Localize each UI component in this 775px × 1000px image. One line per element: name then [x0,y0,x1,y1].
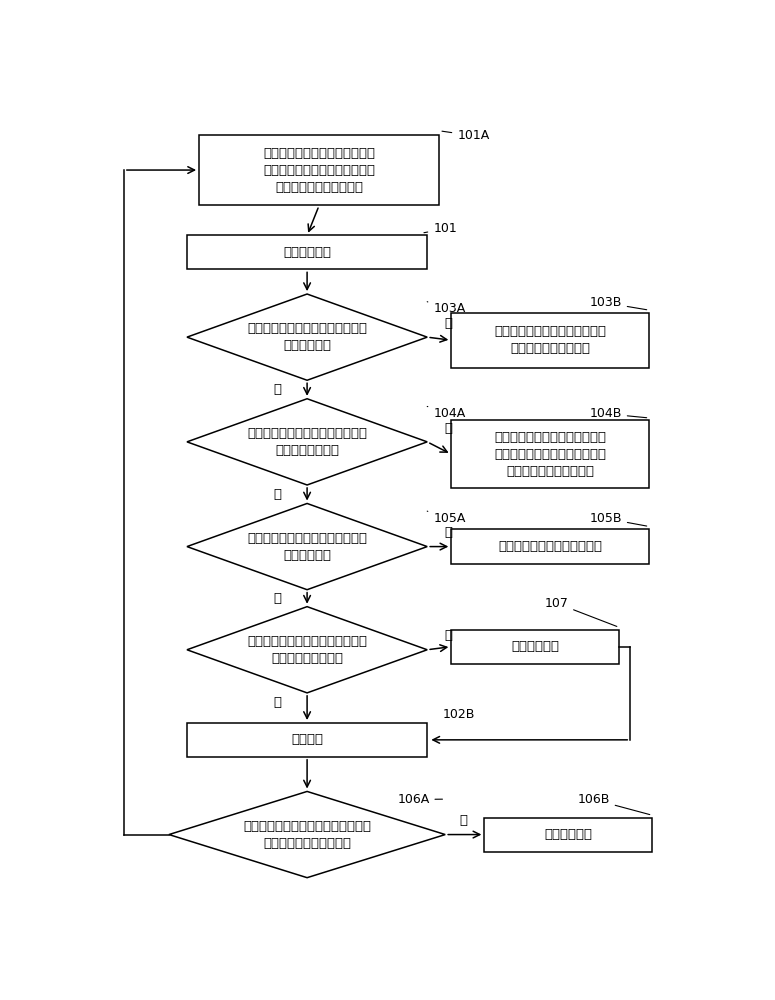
Text: 否: 否 [460,814,467,827]
Polygon shape [187,399,427,485]
Text: 是: 是 [273,696,281,709]
Text: 否: 否 [273,488,281,501]
Text: 101A: 101A [442,129,490,142]
Text: 104A: 104A [427,406,466,420]
Text: 控制用户终端不发射信号，仅进
行短信接收的单向通信: 控制用户终端不发射信号，仅进 行短信接收的单向通信 [494,325,606,355]
Text: 否: 否 [273,383,281,396]
Text: 103B: 103B [590,296,646,310]
Text: 否: 否 [444,629,453,642]
Text: 判断是否根据核电厂专网的基站信号
类型执行对应的通信业务: 判断是否根据核电厂专网的基站信号 类型执行对应的通信业务 [243,820,371,850]
Text: 关闭发射功能: 关闭发射功能 [512,640,560,653]
Text: 发出报警信号: 发出报警信号 [544,828,592,841]
Text: 104B: 104B [590,407,646,420]
Text: 106B: 106B [577,793,649,815]
Text: 预先在公网以及核电厂专网注册
用户账户，将用户终端的标识登
记在公网和核电厂专用网: 预先在公网以及核电厂专网注册 用户账户，将用户终端的标识登 记在公网和核电厂专用… [263,147,375,194]
Text: 106A: 106A [397,793,443,806]
Bar [187,235,427,269]
Bar [187,723,427,757]
Text: 判断所述基站信号是否包括核电厂
专网的中间区信号: 判断所述基站信号是否包括核电厂 专网的中间区信号 [247,427,367,457]
Bar [451,529,649,564]
Polygon shape [187,503,427,590]
Text: 搜索基站信号: 搜索基站信号 [283,246,331,259]
Text: 用户终端进行正常的双向通信: 用户终端进行正常的双向通信 [498,540,602,553]
Text: 否: 否 [273,592,281,605]
Text: 105B: 105B [590,512,646,526]
Text: 105A: 105A [427,511,466,525]
Text: 接入公网: 接入公网 [291,733,323,746]
Bar [451,630,619,664]
Text: 是: 是 [444,422,453,434]
Text: 107: 107 [544,597,617,626]
Polygon shape [187,607,427,693]
Text: 未搜索到限制区及中间区信号，且
搜到公网的基站信号: 未搜索到限制区及中间区信号，且 搜到公网的基站信号 [247,635,367,665]
Bar [451,313,649,368]
Bar [484,818,653,852]
Text: 是: 是 [444,317,453,330]
Text: 将用户终端的发射功率限制在预
设的范围内，进行呼叫、被呼叫
以及收发短信的双向通信: 将用户终端的发射功率限制在预 设的范围内，进行呼叫、被呼叫 以及收发短信的双向通… [494,431,606,478]
Bar [451,420,649,488]
Text: 判断基站信号是否包括核电厂专网
的限制区信号: 判断基站信号是否包括核电厂专网 的限制区信号 [247,322,367,352]
Text: 101: 101 [424,222,457,235]
Polygon shape [187,294,427,380]
Bar [199,135,439,205]
Text: 102B: 102B [443,708,474,721]
Text: 是: 是 [444,526,453,539]
Text: 103A: 103A [427,302,466,316]
Text: 判断基站信号是否为核电厂专网的
非限制区信号: 判断基站信号是否为核电厂专网的 非限制区信号 [247,532,367,562]
Polygon shape [169,791,445,878]
